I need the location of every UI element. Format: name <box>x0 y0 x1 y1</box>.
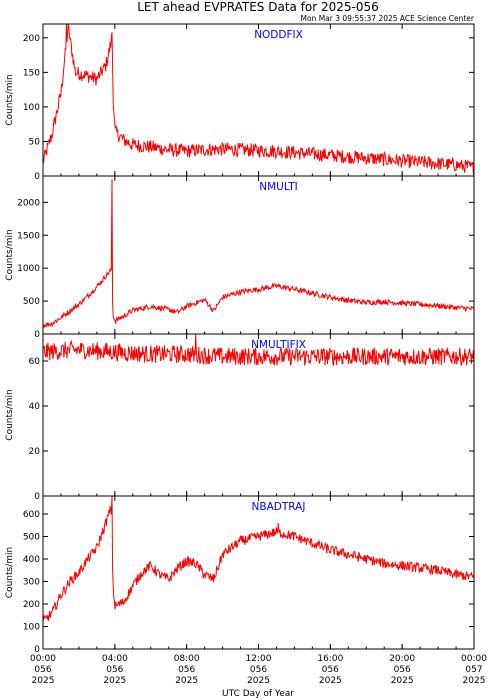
y-tick-label: 20 <box>29 447 41 457</box>
panel-title: NMULTI <box>259 181 298 193</box>
x-tick-label: 056 <box>250 665 267 675</box>
y-tick-label: 1000 <box>17 264 40 274</box>
y-tick-label: 400 <box>23 555 40 565</box>
y-tick-label: 0 <box>34 645 40 655</box>
y-tick-label: 0 <box>34 330 40 340</box>
y-axis-label: Counts/min <box>5 389 15 440</box>
y-tick-label: 200 <box>23 34 40 44</box>
y-tick-label: 40 <box>29 402 41 412</box>
x-tick-labels: 00:00056202504:00056202508:00056202512:0… <box>30 654 487 686</box>
x-tick-label: 056 <box>34 665 51 675</box>
panel-nbadtraj: NBADTRAJ 0 100 200 300 400 500 600 Counts/min <box>5 495 475 655</box>
figure-title: LET ahead EVPRATES Data for 2025-056 <box>137 0 379 14</box>
y-tick-label: 150 <box>23 68 40 78</box>
panel-title: NODDFIX <box>254 29 303 41</box>
x-tick-label: 2025 <box>103 676 126 686</box>
x-tick-label: 12:00 <box>246 654 272 664</box>
x-tick-label: 056 <box>106 665 123 675</box>
x-tick-label: 2025 <box>391 676 414 686</box>
plot-frame <box>42 175 475 335</box>
x-tick-label: 057 <box>465 665 482 675</box>
y-tick-label: 0 <box>34 172 40 182</box>
panel-nmulti: NMULTI 0 500 1000 1500 2000 Counts/min <box>5 175 475 340</box>
y-tick-label: 100 <box>23 103 40 113</box>
x-tick-label: 16:00 <box>317 654 343 664</box>
series-nbadtraj <box>42 495 475 622</box>
y-tick-label: 600 <box>23 510 40 520</box>
y-tick-label: 100 <box>23 623 40 633</box>
series-nmultifix <box>42 333 475 367</box>
figure-timestamp: Mon Mar 3 09:55:37 2025 ACE Science Cent… <box>301 14 475 23</box>
x-tick-label: 056 <box>322 665 339 675</box>
panel-nmultifix: NMULTIFIX 0 20 40 60 Counts/min <box>5 333 475 502</box>
y-tick-label: 200 <box>23 600 40 610</box>
x-axis-label: UTC Day of Year <box>222 689 294 699</box>
x-tick-label: 2025 <box>247 676 270 686</box>
y-tick-label: 2000 <box>17 198 40 208</box>
y-tick-label: 60 <box>29 357 41 367</box>
y-axis-label: Counts/min <box>5 229 15 280</box>
plot-frame <box>42 495 475 650</box>
y-tick-label: 300 <box>23 578 40 588</box>
series-nmulti <box>42 179 475 328</box>
x-tick-label: 08:00 <box>174 654 200 664</box>
y-tick-label: 500 <box>23 533 40 543</box>
x-tick-label: 04:00 <box>102 654 128 664</box>
x-tick-label: 2025 <box>175 676 198 686</box>
y-tick-label: 50 <box>29 137 41 147</box>
x-tick-label: 00:00 <box>30 654 56 664</box>
y-axis-label: Counts/min <box>5 547 15 598</box>
x-tick-label: 056 <box>178 665 195 675</box>
x-tick-label: 2025 <box>32 676 55 686</box>
x-tick-label: 2025 <box>463 676 486 686</box>
panel-noddfix: NODDFIX 0 50 100 150 200 Counts/min <box>5 23 475 182</box>
series-noddfix <box>42 23 475 176</box>
x-tick-label: 00:00 <box>461 654 487 664</box>
y-axis-label: Counts/min <box>5 74 15 125</box>
panel-title: NMULTIFIX <box>251 339 306 351</box>
x-tick-label: 056 <box>394 665 411 675</box>
y-tick-label: 1500 <box>17 231 40 241</box>
x-tick-label: 20:00 <box>389 654 415 664</box>
x-tick-label: 2025 <box>319 676 342 686</box>
y-tick-label: 500 <box>23 297 40 307</box>
panel-title: NBADTRAJ <box>252 501 306 513</box>
y-tick-label: 0 <box>34 492 40 502</box>
panels: NODDFIX050100150200Counts/minNMULTI05001… <box>5 23 487 686</box>
